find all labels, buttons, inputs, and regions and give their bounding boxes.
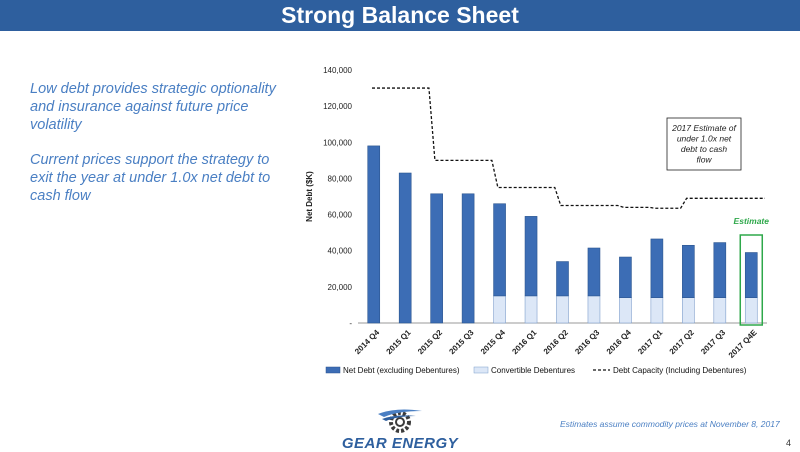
bar-net-debt — [556, 261, 569, 297]
bullet-list: Low debt provides strategic optionality … — [30, 80, 280, 222]
callout-text: 2017 Estimate of under 1.0x net debt to ca… — [671, 123, 737, 165]
bar-net-debt — [587, 247, 601, 297]
callout-line: under 1.0x net — [677, 134, 732, 144]
gear-energy-logo: GEAR ENERGY — [330, 405, 470, 452]
bar-convertible — [713, 297, 727, 324]
bar-net-debt — [461, 193, 475, 324]
x-tick-label: 2015 Q3 — [447, 328, 475, 356]
bar-net-debt — [713, 242, 727, 298]
callout-line: debt to cash — [681, 144, 728, 154]
estimate-label: Estimate — [734, 216, 770, 226]
logo-text: GEAR ENERGY — [341, 435, 459, 452]
bar-net-debt — [398, 172, 412, 324]
x-tick-label: 2015 Q4 — [479, 328, 507, 356]
bar-convertible — [587, 295, 601, 324]
title-bar: Strong Balance Sheet — [0, 0, 800, 31]
net-debt-chart: - 20,000 40,000 60,000 80,000 100,000 120,000 1… — [305, 66, 770, 375]
bar-net-debt — [619, 256, 632, 298]
bar-net-debt — [682, 244, 695, 299]
x-tick-label: 2017 Q3 — [699, 328, 727, 356]
page-number: 4 — [786, 438, 792, 448]
x-tick-label: 2017 Q1 — [636, 328, 664, 356]
y-tick-label: - — [349, 319, 352, 328]
legend-label-convertible: Convertible Debentures — [491, 366, 575, 375]
bar-net-debt — [650, 238, 664, 298]
legend-swatch-net-debt — [325, 366, 341, 374]
y-axis-label: Net Debt ($K) — [305, 171, 314, 222]
x-tick-label: 2016 Q3 — [573, 328, 601, 356]
bar-convertible — [556, 295, 569, 324]
bar-net-debt — [524, 216, 538, 297]
callout-box — [666, 117, 742, 171]
x-tick-label: 2015 Q2 — [416, 328, 444, 356]
y-tick-label: 60,000 — [328, 211, 353, 220]
x-tick-label: 2015 Q1 — [385, 328, 413, 356]
estimate-highlight-box — [739, 234, 764, 326]
bar-convertible — [682, 297, 695, 324]
x-tick-label: 2016 Q2 — [542, 328, 570, 356]
y-tick-label: 100,000 — [323, 138, 352, 147]
x-tick-label: 2016 Q1 — [510, 328, 538, 356]
x-tick-label: 2016 Q4 — [605, 328, 633, 356]
bar-convertible — [493, 295, 506, 324]
callout-line: 2017 Estimate of — [671, 123, 737, 133]
bar-convertible — [744, 297, 758, 324]
debt-capacity-line — [372, 87, 765, 209]
y-tick-label: 140,000 — [323, 66, 352, 75]
bar-net-debt — [493, 203, 506, 297]
x-tick-label: 2017 Q2 — [668, 328, 696, 356]
bar-convertible — [650, 297, 664, 324]
x-tick-label: 2014 Q4 — [353, 328, 381, 356]
bar-net-debt — [367, 145, 381, 324]
callout-line: flow — [696, 155, 712, 165]
legend-label-debt-capacity: Debt Capacity (Including Debentures) — [613, 366, 747, 375]
bar-net-debt — [744, 252, 758, 298]
bar-convertible — [524, 295, 538, 324]
bullet-item: Current prices support the strategy to e… — [30, 152, 271, 204]
bullet-item: Low debt provides strategic optionality … — [30, 81, 276, 133]
y-tick-label: 40,000 — [328, 247, 353, 256]
bar-convertible — [619, 297, 632, 324]
y-tick-label: 120,000 — [323, 102, 352, 111]
y-tick-label: 20,000 — [328, 283, 353, 292]
bar-net-debt — [430, 193, 443, 324]
legend-swatch-convertible — [473, 366, 489, 374]
x-tick-label: 2017 Q4E — [727, 328, 759, 360]
slide-title: Strong Balance Sheet — [281, 2, 519, 28]
y-tick-label: 80,000 — [328, 174, 353, 183]
footnote: Estimates assume commodity prices at Nov… — [560, 419, 780, 429]
gear-logo-icon — [378, 409, 422, 433]
legend-label-net-debt: Net Debt (excluding Debentures) — [343, 366, 460, 375]
